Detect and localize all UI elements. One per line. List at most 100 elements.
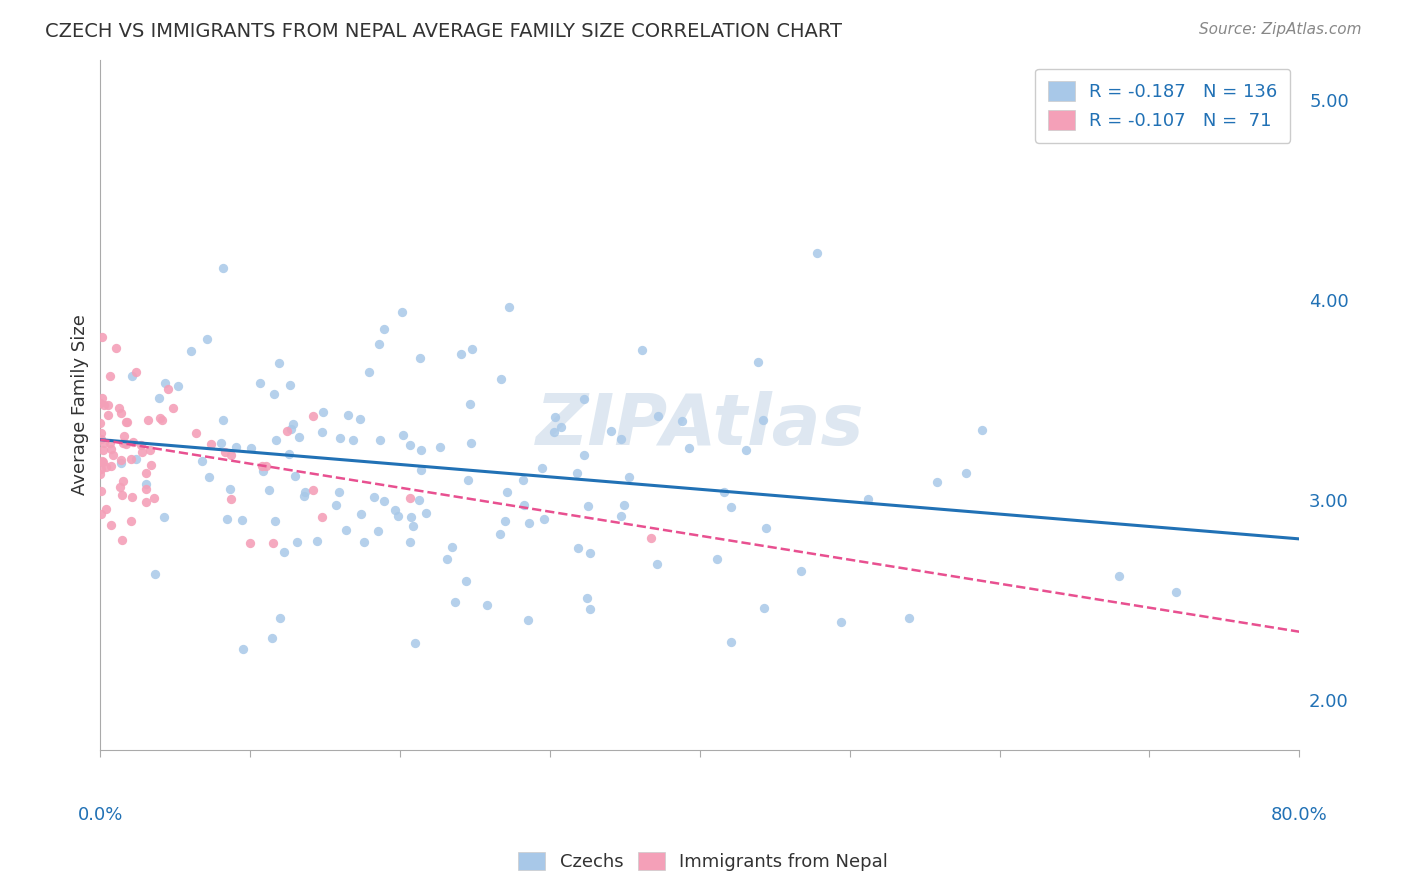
Point — [267, 356, 290, 370]
Point — [217, 512, 239, 526]
Point — [90, 483, 112, 498]
Point — [211, 413, 233, 427]
Point — [353, 535, 375, 549]
Point — [342, 434, 364, 448]
Point — [108, 480, 131, 494]
Point — [713, 485, 735, 500]
Point — [281, 417, 304, 431]
Y-axis label: Average Family Size: Average Family Size — [72, 314, 89, 495]
Point — [94, 501, 117, 516]
Point — [200, 436, 222, 450]
Legend: Czechs, Immigrants from Nepal: Czechs, Immigrants from Nepal — [510, 845, 896, 879]
Point — [512, 499, 534, 513]
Point — [153, 510, 176, 524]
Point — [830, 615, 852, 630]
Point — [115, 437, 138, 451]
Point — [747, 355, 769, 369]
Point — [579, 546, 602, 560]
Point — [150, 413, 173, 427]
Point — [211, 261, 233, 276]
Point — [277, 447, 299, 461]
Point — [273, 545, 295, 559]
Point — [131, 445, 153, 459]
Point — [240, 442, 263, 456]
Point — [335, 523, 357, 537]
Point — [214, 444, 236, 458]
Point — [157, 383, 180, 397]
Point — [311, 425, 333, 439]
Point — [572, 392, 595, 407]
Point — [927, 475, 949, 489]
Point — [125, 451, 148, 466]
Point — [120, 514, 142, 528]
Point — [90, 432, 112, 446]
Point — [131, 438, 153, 452]
Point — [357, 365, 380, 379]
Point — [115, 415, 138, 429]
Point — [91, 329, 114, 343]
Point — [269, 610, 291, 624]
Point — [498, 301, 520, 315]
Point — [91, 454, 114, 468]
Point — [401, 519, 423, 533]
Point — [121, 368, 143, 383]
Point — [90, 507, 112, 521]
Point — [148, 392, 170, 406]
Point — [153, 376, 176, 391]
Point — [488, 526, 510, 541]
Point — [263, 387, 285, 401]
Point — [373, 322, 395, 336]
Point — [98, 436, 121, 450]
Point — [754, 521, 776, 535]
Point — [135, 466, 157, 480]
Point — [567, 541, 589, 556]
Point — [494, 515, 516, 529]
Point — [225, 440, 247, 454]
Point — [259, 483, 281, 498]
Point — [93, 398, 115, 412]
Point — [576, 499, 599, 513]
Point — [461, 342, 484, 356]
Point — [392, 427, 415, 442]
Point — [550, 419, 572, 434]
Point — [280, 422, 302, 436]
Point — [367, 524, 389, 538]
Point — [98, 368, 121, 383]
Point — [955, 466, 977, 480]
Point — [135, 477, 157, 491]
Point — [531, 461, 554, 475]
Point — [135, 482, 157, 496]
Text: Source: ZipAtlas.com: Source: ZipAtlas.com — [1198, 22, 1361, 37]
Point — [450, 347, 472, 361]
Point — [415, 506, 437, 520]
Point — [111, 488, 134, 502]
Point — [858, 492, 880, 507]
Point — [278, 377, 301, 392]
Point — [100, 459, 122, 474]
Point — [91, 391, 114, 405]
Point — [349, 411, 371, 425]
Point — [252, 464, 274, 478]
Text: 0.0%: 0.0% — [77, 805, 124, 823]
Point — [307, 533, 329, 548]
Point — [367, 337, 389, 351]
Point — [110, 406, 132, 420]
Point — [180, 344, 202, 359]
Point — [135, 495, 157, 509]
Point — [706, 552, 728, 566]
Point — [640, 532, 662, 546]
Point — [115, 415, 138, 429]
Point — [219, 448, 242, 462]
Point — [517, 613, 540, 627]
Point — [145, 567, 167, 582]
Point — [436, 551, 458, 566]
Point — [411, 442, 433, 457]
Point — [254, 458, 277, 473]
Point — [111, 533, 134, 547]
Point — [751, 413, 773, 427]
Point — [368, 433, 391, 447]
Point — [443, 595, 465, 609]
Point — [610, 432, 633, 446]
Point — [363, 490, 385, 504]
Point — [108, 401, 131, 416]
